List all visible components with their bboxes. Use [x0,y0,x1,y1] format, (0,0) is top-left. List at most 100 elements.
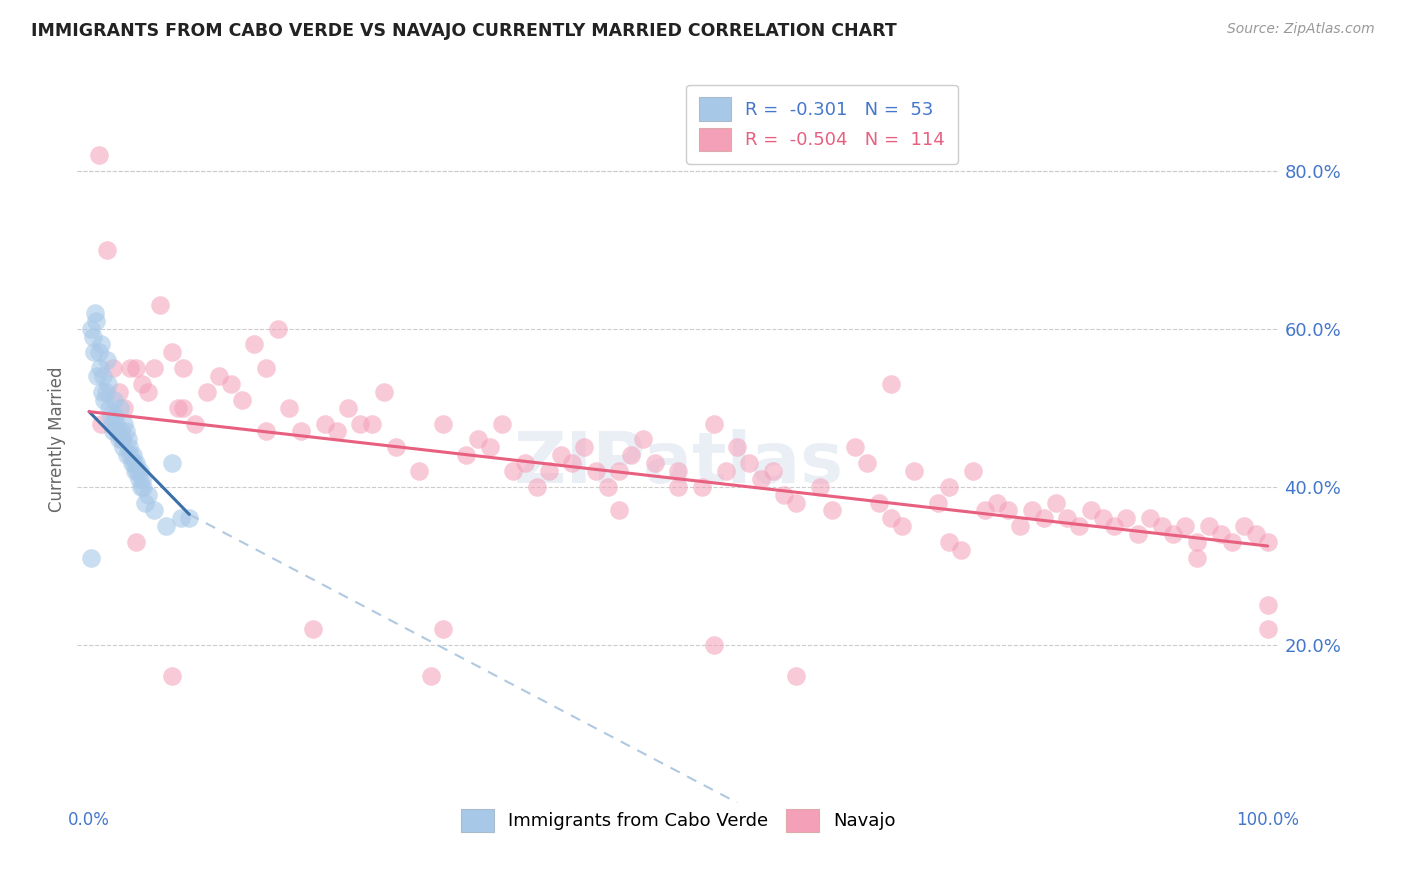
Point [103,392,125,407]
Point [1032,511,1054,525]
Point [1257,599,1279,613]
Point [1185,535,1208,549]
Point [561,456,583,470]
Point [115,448,138,462]
Point [112,440,135,454]
Point [384,440,406,454]
Point [82,329,104,343]
Point [87,345,110,359]
Point [160,345,183,359]
Point [1150,519,1173,533]
Point [749,472,772,486]
Point [125,535,148,549]
Point [89,361,111,376]
Point [87,148,110,162]
Point [1069,519,1091,533]
Point [136,488,159,502]
Point [160,669,183,683]
Point [94,384,117,399]
Point [986,495,1008,509]
Point [1174,519,1197,533]
Point [997,503,1019,517]
Point [491,417,513,431]
Point [690,480,713,494]
Point [703,638,725,652]
Point [762,464,785,478]
Point [96,243,118,257]
Point [129,480,152,494]
Point [184,417,207,431]
Point [131,472,153,486]
Point [1080,503,1102,517]
Point [668,464,690,478]
Point [155,519,177,533]
Point [1021,503,1043,517]
Point [585,464,607,478]
Point [1163,527,1185,541]
Point [844,440,866,454]
Point [80,321,103,335]
Point [108,401,131,415]
Point [725,440,748,454]
Point [110,425,132,439]
Point [620,448,643,462]
Point [278,401,301,415]
Point [254,425,277,439]
Point [219,376,242,391]
Point [90,337,112,351]
Point [1233,519,1256,533]
Point [120,448,142,462]
Point [596,480,619,494]
Point [337,401,360,415]
Point [107,432,129,446]
Point [879,511,901,525]
Point [114,401,136,415]
Point [302,622,325,636]
Point [502,464,524,478]
Point [1209,527,1232,541]
Point [432,417,454,431]
Point [903,464,925,478]
Point [927,495,949,509]
Point [125,456,148,470]
Point [938,535,960,549]
Point [179,511,201,525]
Point [83,345,105,359]
Point [120,361,142,376]
Point [121,448,143,462]
Point [1045,495,1067,509]
Point [231,392,253,407]
Point [97,376,120,391]
Point [111,432,134,446]
Point [1198,519,1220,533]
Point [98,409,121,423]
Point [128,464,150,478]
Point [1220,535,1243,549]
Point [668,480,690,494]
Point [100,417,122,431]
Point [526,480,548,494]
Point [84,306,107,320]
Point [950,543,973,558]
Point [314,417,336,431]
Point [160,456,183,470]
Point [361,417,384,431]
Point [93,392,115,407]
Point [609,503,631,517]
Point [142,503,165,517]
Point [80,550,103,565]
Point [879,376,901,391]
Point [644,456,666,470]
Point [1139,511,1161,525]
Point [128,472,150,486]
Text: Source: ZipAtlas.com: Source: ZipAtlas.com [1227,22,1375,37]
Point [86,369,108,384]
Point [973,503,995,517]
Point [243,337,266,351]
Point [962,464,984,478]
Point [773,488,796,502]
Point [373,384,395,399]
Point [1126,527,1149,541]
Point [703,417,725,431]
Point [419,669,441,683]
